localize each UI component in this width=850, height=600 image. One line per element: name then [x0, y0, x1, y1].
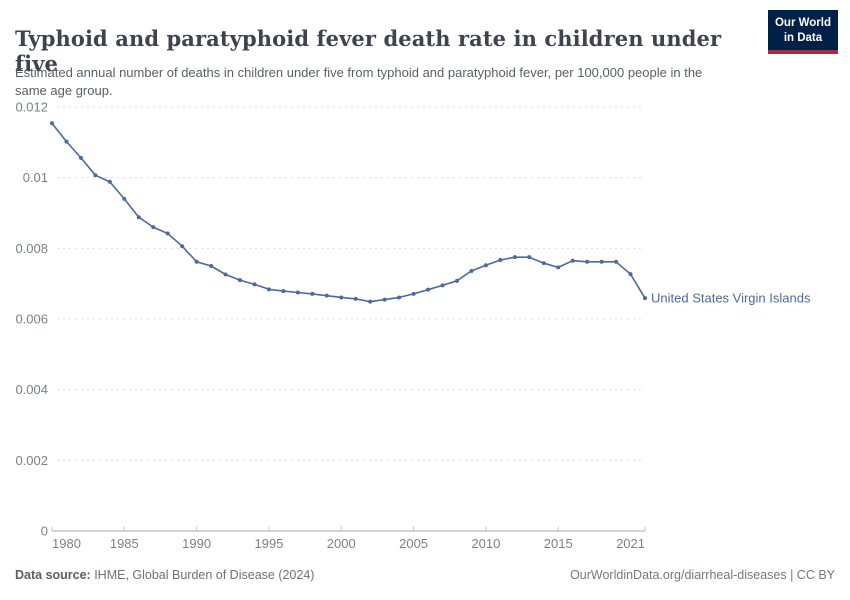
data-point[interactable]: [266, 287, 271, 292]
data-point[interactable]: [194, 259, 199, 264]
data-point[interactable]: [295, 290, 300, 295]
data-point[interactable]: [165, 231, 170, 236]
data-point[interactable]: [122, 196, 127, 201]
data-point[interactable]: [382, 297, 387, 302]
data-point[interactable]: [136, 215, 141, 220]
data-point[interactable]: [339, 295, 344, 300]
data-point[interactable]: [50, 121, 54, 126]
y-axis-label: 0.006: [15, 312, 48, 327]
y-axis-label: 0.012: [15, 100, 48, 115]
owid-logo-line2: in Data: [783, 31, 823, 44]
data-point[interactable]: [411, 291, 416, 296]
y-axis-label: 0: [41, 524, 48, 539]
data-point[interactable]: [223, 272, 228, 277]
x-axis-label: 1985: [110, 536, 139, 551]
x-axis-label: 1990: [182, 536, 211, 551]
chart-footer: Data source: IHME, Global Burden of Dise…: [15, 568, 835, 582]
x-axis-label: 1995: [254, 536, 283, 551]
data-point[interactable]: [310, 291, 315, 296]
data-source-value: IHME, Global Burden of Disease (2024): [90, 568, 315, 582]
data-point[interactable]: [469, 268, 474, 273]
chart-subtitle: Estimated annual number of deaths in chi…: [15, 65, 703, 99]
y-axis-label: 0.002: [15, 453, 48, 468]
data-point[interactable]: [64, 139, 69, 144]
data-point[interactable]: [368, 299, 373, 304]
data-point[interactable]: [527, 255, 532, 260]
data-point[interactable]: [498, 257, 503, 262]
data-point[interactable]: [454, 278, 459, 283]
data-point[interactable]: [93, 173, 98, 178]
data-point[interactable]: [397, 295, 402, 300]
data-point[interactable]: [78, 155, 83, 160]
y-axis-label: 0.004: [15, 382, 48, 397]
data-point[interactable]: [483, 263, 488, 268]
series-end-label[interactable]: United States Virgin Islands: [651, 291, 811, 306]
data-point[interactable]: [180, 244, 185, 249]
data-point[interactable]: [643, 296, 647, 301]
data-point[interactable]: [353, 296, 358, 301]
data-point[interactable]: [426, 287, 431, 292]
data-point[interactable]: [628, 272, 633, 277]
series-line[interactable]: [51, 122, 646, 303]
data-source-note: Data source: IHME, Global Burden of Dise…: [15, 568, 314, 582]
y-axis-label: 0.01: [23, 170, 48, 185]
data-point[interactable]: [209, 264, 214, 268]
data-source-label: Data source:: [15, 568, 91, 582]
data-point[interactable]: [440, 283, 445, 288]
y-axis-label: 0.008: [15, 241, 48, 256]
x-axis-label: 2000: [327, 536, 356, 551]
data-point[interactable]: [585, 259, 590, 264]
owid-logo-line1: Our World: [774, 17, 831, 29]
data-point[interactable]: [556, 265, 561, 270]
page-title: Typhoid and paratyphoid fever death rate…: [15, 26, 722, 77]
x-axis-label: 2015: [544, 536, 573, 551]
data-point[interactable]: [324, 293, 329, 298]
data-point[interactable]: [599, 259, 604, 264]
data-point[interactable]: [541, 261, 546, 266]
data-point[interactable]: [512, 255, 517, 260]
data-point[interactable]: [151, 225, 156, 230]
data-point[interactable]: [614, 259, 619, 264]
data-point[interactable]: [107, 179, 112, 184]
attribution-link[interactable]: OurWorldinData.org/diarrheal-diseases | …: [570, 568, 835, 582]
x-axis-label: 2021: [616, 536, 645, 551]
data-point[interactable]: [281, 289, 286, 294]
x-axis-label: 1980: [52, 536, 81, 551]
line-chart: 0 0.002 0.004 0.006 0.008 0.01 0.012 1980 1985 19…: [15, 100, 811, 552]
owid-logo[interactable]: Our World in Data: [767, 10, 838, 54]
data-point[interactable]: [570, 258, 575, 263]
x-axis-label: 2010: [471, 536, 500, 551]
data-point[interactable]: [252, 282, 257, 287]
data-point[interactable]: [238, 278, 243, 283]
x-axis-label: 2005: [399, 536, 428, 551]
